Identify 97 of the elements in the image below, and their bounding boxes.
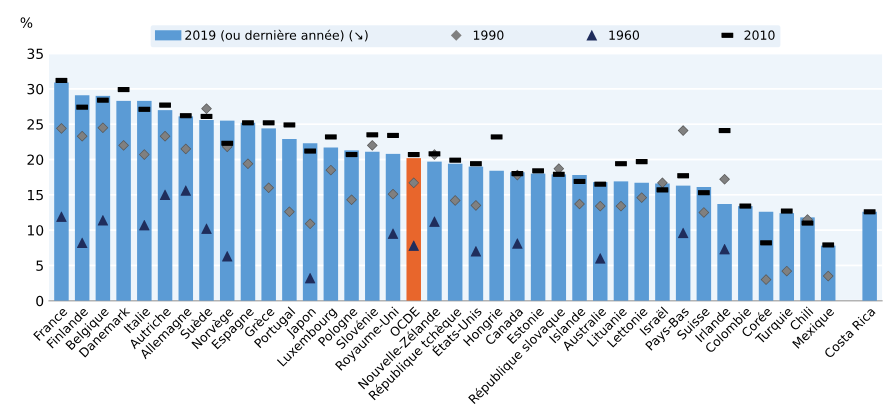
bar (282, 139, 297, 301)
point (180, 144, 192, 154)
point (595, 253, 606, 264)
bar (820, 246, 836, 301)
point (56, 123, 67, 134)
bar (261, 128, 276, 301)
y-tick-label: 5 (36, 260, 43, 271)
point (760, 274, 772, 285)
y-tick-label: 25 (27, 119, 43, 130)
bar (137, 100, 152, 301)
point (346, 194, 357, 206)
y-tick-label: 15 (28, 190, 43, 200)
point (719, 174, 730, 185)
point (222, 251, 232, 262)
bar (240, 122, 256, 301)
point (304, 218, 316, 230)
point (76, 130, 88, 142)
bar (572, 175, 587, 301)
bar (74, 95, 90, 301)
bar (862, 212, 877, 301)
bar (758, 212, 774, 301)
y-tick-label: 10 (28, 225, 44, 236)
bar (552, 174, 566, 301)
bar (489, 170, 504, 301)
y-tick-label: 35 (28, 48, 43, 60)
y-tick-label: 30 (28, 84, 44, 94)
point (367, 140, 378, 151)
bar (800, 217, 815, 301)
bar (468, 166, 484, 301)
legend-label: 2010 (744, 30, 775, 40)
bar (717, 204, 732, 301)
point (822, 270, 834, 282)
point (657, 178, 668, 188)
y-axis-title: % (20, 17, 32, 28)
point (76, 238, 88, 248)
bar (386, 154, 400, 301)
point (429, 216, 440, 227)
bar (116, 100, 131, 301)
bar (427, 162, 442, 301)
point (304, 272, 316, 284)
point (698, 207, 710, 218)
legend-label: 1960 (609, 30, 640, 40)
point (678, 125, 688, 136)
point (616, 200, 626, 212)
point (594, 200, 606, 212)
point (160, 130, 170, 142)
point (326, 164, 336, 176)
point (284, 206, 295, 218)
bar (365, 152, 380, 301)
point (408, 178, 419, 188)
bar (676, 186, 690, 301)
bar (406, 158, 421, 301)
bar (96, 96, 110, 301)
point (408, 240, 419, 251)
point (98, 215, 108, 226)
point (470, 200, 482, 211)
bar (178, 116, 194, 301)
bar (344, 150, 359, 301)
point (56, 212, 67, 222)
point (388, 228, 398, 239)
bar (220, 120, 234, 301)
point (201, 103, 212, 114)
y-tick-label: 20 (27, 154, 44, 165)
bar (530, 174, 546, 301)
point (388, 188, 398, 200)
bar (324, 147, 338, 301)
point (201, 224, 212, 234)
point (98, 122, 108, 133)
bar (780, 213, 794, 301)
point (470, 246, 482, 257)
bar (448, 164, 462, 301)
legend-label: 1990 (474, 30, 504, 40)
point (118, 140, 129, 151)
bar (158, 110, 172, 301)
point (242, 158, 254, 169)
legend-label: 2019 (ou dernière année) (↘) (185, 30, 368, 42)
point (139, 149, 150, 160)
point (139, 220, 150, 230)
point (719, 244, 730, 254)
point (180, 185, 191, 196)
point (263, 182, 274, 194)
bar (510, 172, 525, 301)
bar (696, 187, 712, 301)
point (678, 228, 688, 238)
bar (199, 120, 214, 301)
point (160, 190, 170, 200)
point (450, 195, 460, 206)
point (574, 198, 585, 210)
point (782, 266, 792, 276)
point (512, 238, 523, 249)
bar (614, 181, 628, 301)
bar (54, 82, 69, 301)
bar (634, 182, 649, 301)
y-tick-label: 0 (36, 296, 44, 306)
point (636, 192, 647, 203)
bar (738, 206, 753, 301)
bar (655, 184, 670, 301)
